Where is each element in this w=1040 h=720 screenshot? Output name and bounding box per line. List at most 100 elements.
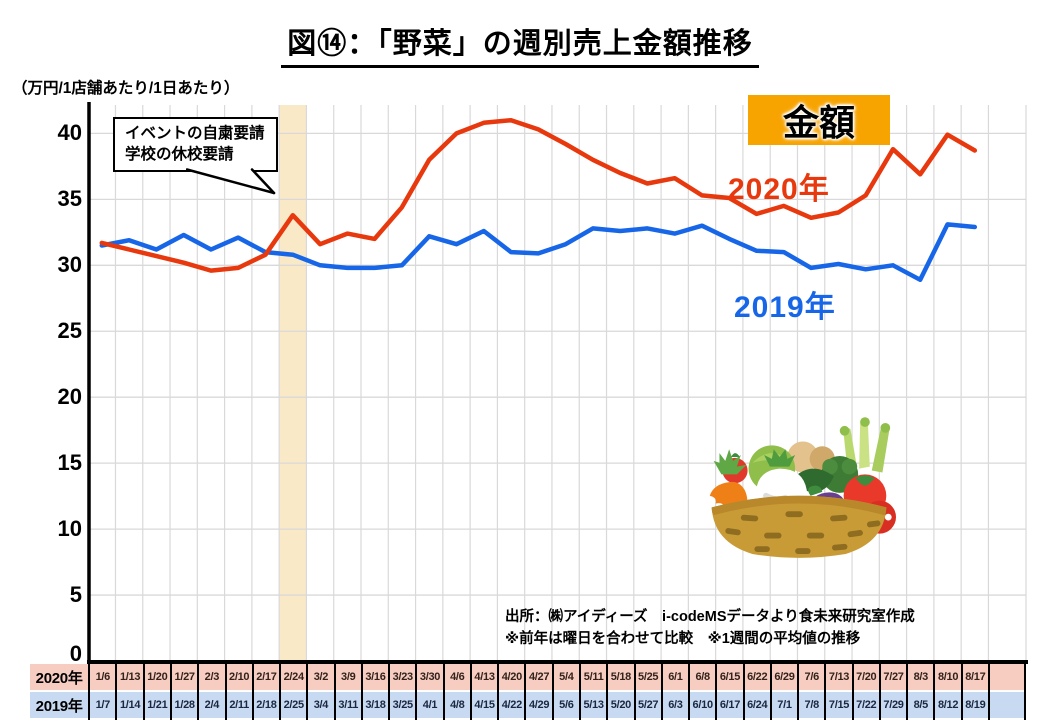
date-cell-2020: 4/27 bbox=[526, 664, 551, 690]
date-column-1: 1/131/14 bbox=[115, 664, 142, 720]
date-cell-2019: 2/4 bbox=[199, 692, 224, 718]
date-cell-2020: 7/27 bbox=[881, 664, 906, 690]
date-column-24: 6/226/24 bbox=[743, 664, 770, 720]
y-tick-25: 25 bbox=[24, 318, 82, 344]
date-cell-2020: 6/29 bbox=[772, 664, 797, 690]
date-cell-2020: 6/8 bbox=[690, 664, 715, 690]
date-cell-2019: 4/22 bbox=[499, 692, 524, 718]
date-cell-2019: 8/5 bbox=[908, 692, 933, 718]
date-column-4: 2/32/4 bbox=[197, 664, 224, 720]
date-column-13: 4/64/8 bbox=[443, 664, 470, 720]
date-cell-2020: 3/9 bbox=[336, 664, 361, 690]
date-cell-2020: 7/13 bbox=[826, 664, 851, 690]
y-tick-10: 10 bbox=[24, 516, 82, 542]
date-cell-2020: 2/24 bbox=[281, 664, 306, 690]
date-column-25: 6/297/1 bbox=[770, 664, 797, 720]
date-cell-2020: 6/1 bbox=[663, 664, 688, 690]
date-column-22: 6/86/10 bbox=[688, 664, 715, 720]
date-cell-2019: 2/18 bbox=[254, 692, 279, 718]
date-column-20: 5/255/27 bbox=[634, 664, 661, 720]
date-cell-2019: 3/18 bbox=[363, 692, 388, 718]
date-cell-2020: 4/6 bbox=[445, 664, 470, 690]
highlight-band bbox=[279, 105, 306, 661]
date-cell-2020: 8/17 bbox=[963, 664, 988, 690]
date-cell-2020: 4/20 bbox=[499, 664, 524, 690]
date-cell-2019: 4/15 bbox=[472, 692, 497, 718]
vegetable-basket-illustration bbox=[702, 413, 896, 563]
pad-cell-2020 bbox=[990, 664, 1024, 690]
date-column-9: 3/93/11 bbox=[334, 664, 361, 720]
date-column-padding bbox=[988, 664, 1026, 720]
date-column-23: 6/156/17 bbox=[715, 664, 742, 720]
y-tick-20: 20 bbox=[24, 384, 82, 410]
date-cell-2020: 2/10 bbox=[227, 664, 252, 690]
date-cell-2020: 5/25 bbox=[636, 664, 661, 690]
date-column-28: 7/207/22 bbox=[852, 664, 879, 720]
date-cell-2019: 7/22 bbox=[854, 692, 879, 718]
date-cell-2019: 7/8 bbox=[799, 692, 824, 718]
date-cell-2019: 5/27 bbox=[636, 692, 661, 718]
row-label-column: 2020年2019年 bbox=[30, 664, 88, 720]
date-column-14: 4/134/15 bbox=[470, 664, 497, 720]
date-column-8: 3/23/4 bbox=[306, 664, 333, 720]
weekly-sales-chart: 図⑭：「野菜」の週別売上金額推移 （万円/1店舗あたり/1日あたり） 05101… bbox=[0, 0, 1040, 720]
date-cell-2020: 5/4 bbox=[554, 664, 579, 690]
row-label-2019: 2019年 bbox=[30, 692, 88, 718]
date-cell-2020: 3/30 bbox=[417, 664, 442, 690]
date-cell-2019: 8/12 bbox=[935, 692, 960, 718]
date-column-5: 2/102/11 bbox=[225, 664, 252, 720]
date-table: 2020年2019年1/61/71/131/141/201/211/271/28… bbox=[30, 664, 1026, 720]
date-column-10: 3/163/18 bbox=[361, 664, 388, 720]
date-column-16: 4/274/29 bbox=[524, 664, 551, 720]
date-cell-2020: 3/2 bbox=[308, 664, 333, 690]
date-cell-2019: 5/13 bbox=[581, 692, 606, 718]
date-column-29: 7/277/29 bbox=[879, 664, 906, 720]
pad-cell-2019 bbox=[990, 692, 1024, 718]
legend-amount-badge: 金額 bbox=[748, 95, 890, 145]
date-column-30: 8/38/5 bbox=[906, 664, 933, 720]
row-label-2020: 2020年 bbox=[30, 664, 88, 690]
date-cell-2020: 6/22 bbox=[745, 664, 770, 690]
date-column-26: 7/67/8 bbox=[797, 664, 824, 720]
date-column-6: 2/172/18 bbox=[252, 664, 279, 720]
date-column-18: 5/115/13 bbox=[579, 664, 606, 720]
source-line1: 出所：㈱アイディーズ i-codeMSデータより食未来研究室作成 bbox=[505, 607, 915, 629]
date-cell-2019: 7/29 bbox=[881, 692, 906, 718]
y-tick-15: 15 bbox=[24, 450, 82, 476]
date-column-7: 2/242/25 bbox=[279, 664, 306, 720]
date-cell-2020: 2/3 bbox=[199, 664, 224, 690]
date-cell-2019: 3/25 bbox=[390, 692, 415, 718]
date-cell-2020: 3/16 bbox=[363, 664, 388, 690]
y-tick-40: 40 bbox=[24, 120, 82, 146]
date-cell-2019: 2/25 bbox=[281, 692, 306, 718]
date-cell-2020: 3/23 bbox=[390, 664, 415, 690]
date-cell-2019: 5/20 bbox=[608, 692, 633, 718]
date-column-15: 4/204/22 bbox=[497, 664, 524, 720]
source-note: 出所：㈱アイディーズ i-codeMSデータより食未来研究室作成 ※前年は曜日を… bbox=[505, 607, 915, 650]
date-cell-2019: 6/3 bbox=[663, 692, 688, 718]
callout-line2: 学校の休校要請 bbox=[125, 144, 276, 165]
date-cell-2020: 6/15 bbox=[717, 664, 742, 690]
callout-tail bbox=[186, 168, 280, 198]
y-tick-35: 35 bbox=[24, 186, 82, 212]
series-label-2019: 2019年 bbox=[734, 282, 836, 326]
date-cell-2020: 1/13 bbox=[117, 664, 142, 690]
date-cell-2019: 5/6 bbox=[554, 692, 579, 718]
date-column-2: 1/201/21 bbox=[143, 664, 170, 720]
callout-line1: イベントの自粛要請 bbox=[125, 123, 276, 144]
date-column-12: 3/304/1 bbox=[415, 664, 442, 720]
date-cell-2019: 1/7 bbox=[90, 692, 115, 718]
date-cell-2020: 8/10 bbox=[935, 664, 960, 690]
date-cell-2019: 4/29 bbox=[526, 692, 551, 718]
date-cell-2019: 6/17 bbox=[717, 692, 742, 718]
basket-icon bbox=[712, 496, 887, 558]
date-cell-2019: 4/1 bbox=[417, 692, 442, 718]
date-cell-2020: 5/18 bbox=[608, 664, 633, 690]
date-cell-2019: 6/24 bbox=[745, 692, 770, 718]
date-cell-2019: 2/11 bbox=[227, 692, 252, 718]
date-cell-2020: 5/11 bbox=[581, 664, 606, 690]
date-cell-2019: 8/19 bbox=[963, 692, 988, 718]
date-cell-2020: 2/17 bbox=[254, 664, 279, 690]
date-cell-2019: 3/4 bbox=[308, 692, 333, 718]
date-cell-2019: 1/14 bbox=[117, 692, 142, 718]
